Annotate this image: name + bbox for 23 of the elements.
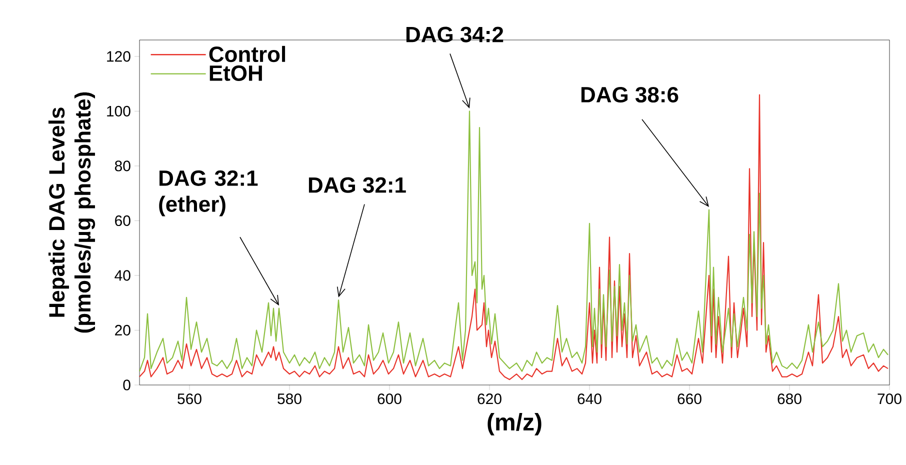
x-tick-label: 660 (678, 394, 702, 404)
legend-label: Control (209, 46, 286, 62)
annotation: DAG 32:1 (308, 177, 406, 193)
x-tick-label: 640 (578, 394, 602, 404)
annotation: DAG 34:2 (406, 26, 504, 42)
x-tick-label: 560 (178, 394, 202, 404)
x-axis-title: (m/z) (488, 413, 542, 436)
y-tick-label: 0 (123, 380, 130, 390)
annotation: DAG 38:6 (581, 86, 678, 103)
x-tick-label: 680 (778, 394, 802, 404)
x-tick-label: 600 (378, 394, 402, 404)
annotation: DAG 32:1 (ether) (159, 170, 258, 216)
x-tick-label: 580 (278, 394, 302, 404)
y-tick-label: 60 (115, 215, 130, 226)
legend-label: EtOH (210, 65, 262, 81)
y-tick-label: 120 (107, 51, 130, 62)
y-tick-label: 100 (107, 106, 130, 116)
x-tick-label: 700 (878, 394, 902, 404)
y-tick-label: 40 (114, 270, 130, 281)
y-axis-title: Hepatic DAG Levels (pmoles/µg phosphate) (48, 92, 96, 333)
x-tick-label: 620 (478, 394, 502, 404)
y-tick-label: 80 (114, 160, 130, 172)
y-tick-label: 20 (115, 324, 130, 336)
